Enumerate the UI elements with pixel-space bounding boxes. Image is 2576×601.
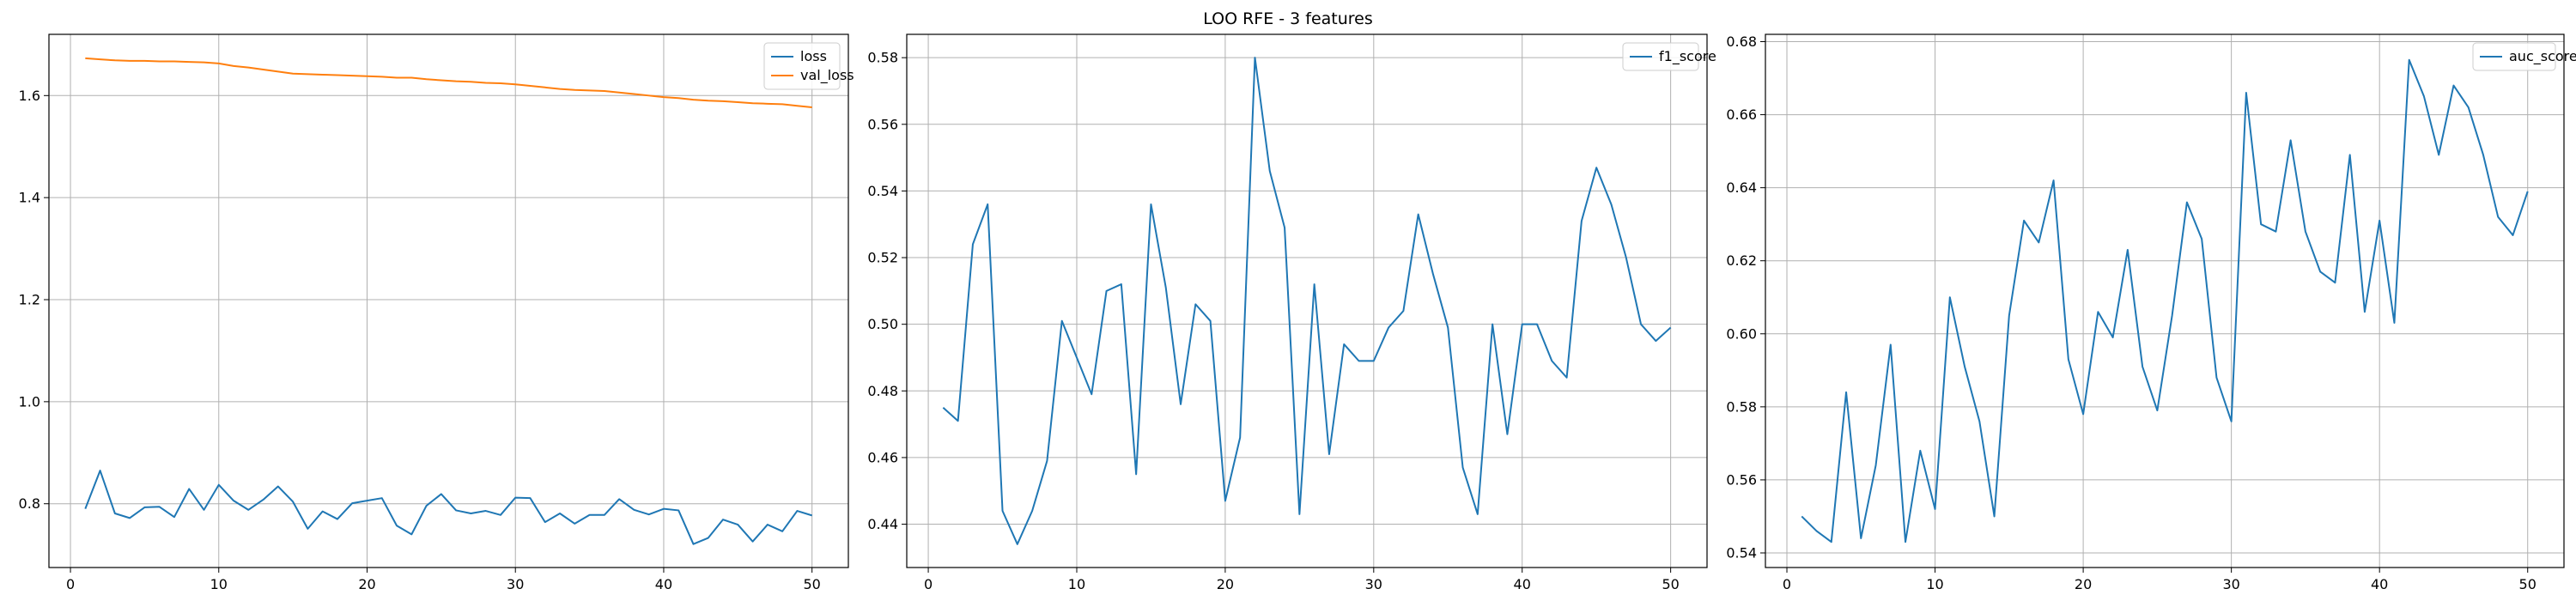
x-tick-label: 20 xyxy=(2075,576,2092,592)
legend-box xyxy=(763,42,841,90)
y-tick-label: 1.0 xyxy=(19,393,40,410)
x-tick-label: 10 xyxy=(1926,576,1943,592)
x-tick-label: 0 xyxy=(1783,576,1791,592)
x-tick-label: 50 xyxy=(2519,576,2537,592)
x-tick-label: 10 xyxy=(210,576,228,592)
legend-label: auc_score xyxy=(2509,48,2576,65)
y-tick-label: 0.50 xyxy=(867,316,898,332)
loss-chart: 0 10 20 30 40 50 0.8 1.0 1.2 1.4 1.6 loss val_loss xyxy=(19,33,854,592)
x-tick-label: 40 xyxy=(1514,576,1531,592)
legend: loss val_loss xyxy=(763,42,854,90)
x-tick-label: 0 xyxy=(66,576,75,592)
y-tick-label: 0.46 xyxy=(867,449,898,465)
legend-label: val_loss xyxy=(800,67,854,84)
y-tick-label: 0.56 xyxy=(867,116,898,132)
y-tick-label: 0.64 xyxy=(1726,179,1757,196)
auc-score-chart: 0 10 20 30 40 50 0.54 0.56 0.58 0.60 0.62 0.64 0.66 0… xyxy=(1726,33,2576,592)
y-tick-label: 0.66 xyxy=(1726,106,1757,123)
legend: auc_score xyxy=(2472,42,2576,71)
x-tick-label: 30 xyxy=(1365,576,1382,592)
series-line-val-loss xyxy=(85,57,812,108)
axes-frame xyxy=(48,33,849,568)
y-tick-label: 1.6 xyxy=(19,88,40,104)
legend-box xyxy=(1622,42,1699,71)
y-tick-label: 0.54 xyxy=(867,183,898,199)
f1-score-chart: 0 10 20 30 40 50 0.44 0.46 0.48 0.50 0.52 0.54 0.56 0… xyxy=(867,33,1716,592)
x-tick-label: 30 xyxy=(507,576,524,592)
legend: f1_score xyxy=(1622,42,1716,71)
y-tick-label: 0.62 xyxy=(1726,252,1757,269)
x-tick-label: 50 xyxy=(804,576,821,592)
x-tick-label: 10 xyxy=(1068,576,1085,592)
y-tick-label: 0.68 xyxy=(1726,33,1757,50)
x-tick-label: 40 xyxy=(655,576,672,592)
axes-frame xyxy=(1765,33,2565,568)
legend-label: loss xyxy=(800,48,827,64)
y-tick-label: 0.60 xyxy=(1726,325,1757,342)
legend-label: f1_score xyxy=(1659,48,1716,65)
figure-title: LOO RFE - 3 features xyxy=(1203,9,1373,28)
y-tick-label: 0.44 xyxy=(867,516,898,532)
series-line-loss xyxy=(84,470,812,545)
y-tick-label: 0.8 xyxy=(19,495,40,512)
y-tick-label: 0.48 xyxy=(867,383,898,399)
x-tick-label: 30 xyxy=(2222,576,2239,592)
axes-frame xyxy=(906,33,1708,568)
y-tick-label: 0.54 xyxy=(1726,544,1757,561)
y-tick-label: 0.52 xyxy=(867,250,898,266)
x-tick-label: 50 xyxy=(1662,576,1679,592)
series-line-f1-score xyxy=(942,57,1672,545)
x-tick-label: 0 xyxy=(924,576,933,592)
y-tick-label: 0.58 xyxy=(1726,398,1757,415)
y-tick-label: 0.56 xyxy=(1726,471,1757,488)
y-tick-label: 0.58 xyxy=(867,50,898,66)
x-tick-label: 20 xyxy=(358,576,375,592)
legend-box xyxy=(2472,42,2556,71)
y-tick-label: 1.4 xyxy=(19,190,40,206)
y-tick-label: 1.2 xyxy=(19,292,40,308)
series-line-auc-score xyxy=(1801,58,2529,543)
x-tick-label: 20 xyxy=(1217,576,1234,592)
x-tick-label: 40 xyxy=(2371,576,2388,592)
